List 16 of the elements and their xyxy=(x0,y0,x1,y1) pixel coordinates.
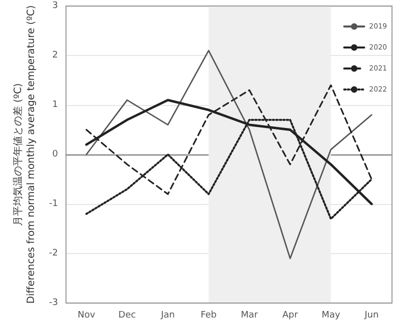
x-tick-label: Jan xyxy=(160,310,175,320)
x-tick-label: Jun xyxy=(364,310,379,320)
y-tick-label: 0 xyxy=(52,150,58,160)
x-tick-label: Dec xyxy=(118,310,136,320)
y-tick-label: 2 xyxy=(52,50,58,60)
y-tick-label: -2 xyxy=(49,248,58,258)
y-tick-label: -3 xyxy=(49,298,58,308)
x-tick-label: May xyxy=(322,310,341,320)
x-tick-label: Feb xyxy=(200,310,217,320)
x-tick-label: Apr xyxy=(282,310,298,320)
y-tick-label: 1 xyxy=(52,100,58,110)
x-tick-label: Nov xyxy=(78,310,96,320)
x-tick-label: Mar xyxy=(240,310,258,320)
y-tick-label: 3 xyxy=(52,1,58,11)
y-tick-label: -1 xyxy=(49,199,58,209)
y-axis-title: 月平均気温の平年値との差 (ºC) Differences from normal monthly average temperature (ºC) xyxy=(12,5,37,304)
